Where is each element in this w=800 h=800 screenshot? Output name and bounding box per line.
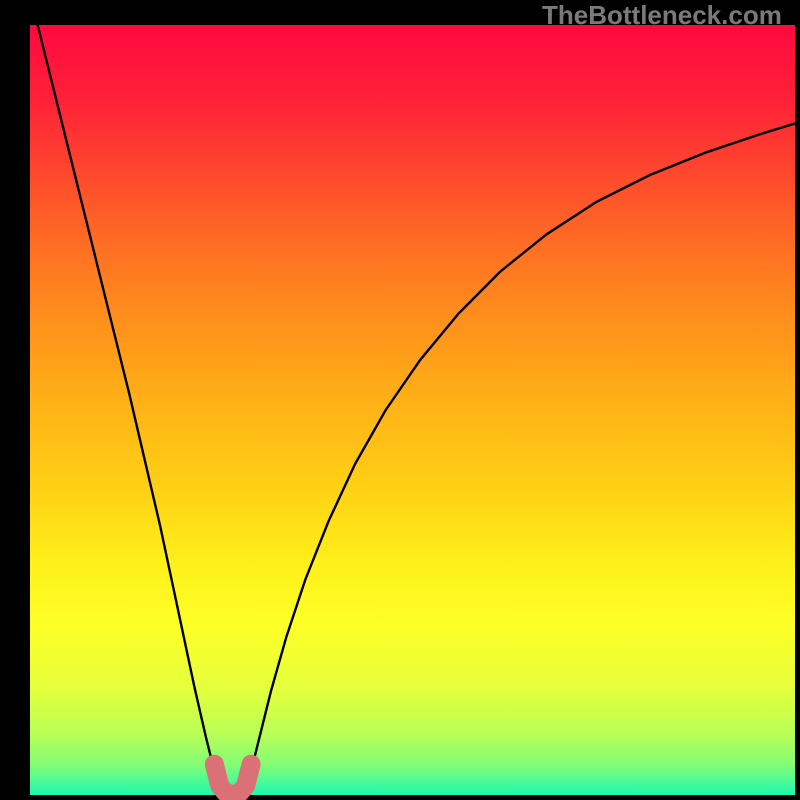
watermark: TheBottleneck.com	[542, 0, 782, 31]
curve-left-branch	[38, 25, 220, 786]
optimal-marker	[214, 764, 251, 795]
chart-svg	[0, 0, 800, 800]
curve-right-branch	[246, 124, 795, 786]
